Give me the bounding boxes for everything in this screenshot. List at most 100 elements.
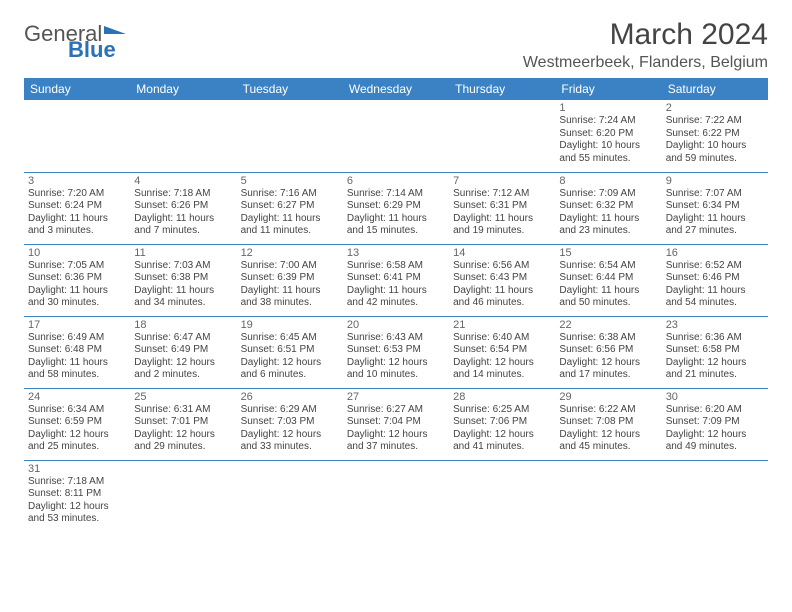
- weekday-header: Friday: [555, 78, 661, 100]
- sunset-text: Sunset: 6:39 PM: [241, 272, 339, 285]
- daylight-text: Daylight: 11 hours: [559, 285, 657, 298]
- calendar-day-cell: 9Sunrise: 7:07 AMSunset: 6:34 PMDaylight…: [662, 172, 768, 244]
- daylight-text: and 37 minutes.: [347, 441, 445, 454]
- daylight-text: Daylight: 12 hours: [28, 429, 126, 442]
- calendar-empty-cell: [24, 100, 130, 172]
- sunrise-text: Sunrise: 6:27 AM: [347, 404, 445, 417]
- daylight-text: Daylight: 12 hours: [453, 429, 551, 442]
- sunrise-text: Sunrise: 6:56 AM: [453, 260, 551, 273]
- sunset-text: Sunset: 6:36 PM: [28, 272, 126, 285]
- sunset-text: Sunset: 6:24 PM: [28, 200, 126, 213]
- daylight-text: Daylight: 12 hours: [28, 501, 126, 514]
- sunset-text: Sunset: 6:59 PM: [28, 416, 126, 429]
- daylight-text: and 49 minutes.: [666, 441, 764, 454]
- sunrise-text: Sunrise: 6:49 AM: [28, 332, 126, 345]
- daylight-text: Daylight: 12 hours: [134, 429, 232, 442]
- calendar-week-row: 3Sunrise: 7:20 AMSunset: 6:24 PMDaylight…: [24, 172, 768, 244]
- calendar-empty-cell: [237, 100, 343, 172]
- sunrise-text: Sunrise: 7:09 AM: [559, 188, 657, 201]
- sunset-text: Sunset: 6:53 PM: [347, 344, 445, 357]
- sunset-text: Sunset: 6:43 PM: [453, 272, 551, 285]
- sunset-text: Sunset: 6:49 PM: [134, 344, 232, 357]
- daylight-text: Daylight: 12 hours: [347, 429, 445, 442]
- daylight-text: Daylight: 12 hours: [666, 429, 764, 442]
- daylight-text: and 3 minutes.: [28, 225, 126, 238]
- title-block: March 2024 Westmeerbeek, Flanders, Belgi…: [523, 18, 768, 72]
- calendar-day-cell: 12Sunrise: 7:00 AMSunset: 6:39 PMDayligh…: [237, 244, 343, 316]
- calendar-day-cell: 31Sunrise: 7:18 AMSunset: 8:11 PMDayligh…: [24, 460, 130, 532]
- day-number: 8: [559, 175, 657, 187]
- daylight-text: and 33 minutes.: [241, 441, 339, 454]
- sunrise-text: Sunrise: 7:18 AM: [134, 188, 232, 201]
- weekday-row: SundayMondayTuesdayWednesdayThursdayFrid…: [24, 78, 768, 100]
- sunset-text: Sunset: 6:20 PM: [559, 128, 657, 141]
- sunrise-text: Sunrise: 6:40 AM: [453, 332, 551, 345]
- logo-line2: Blue: [68, 40, 126, 60]
- calendar-day-cell: 27Sunrise: 6:27 AMSunset: 7:04 PMDayligh…: [343, 388, 449, 460]
- sunrise-text: Sunrise: 6:36 AM: [666, 332, 764, 345]
- calendar-day-cell: 26Sunrise: 6:29 AMSunset: 7:03 PMDayligh…: [237, 388, 343, 460]
- day-number: 21: [453, 319, 551, 331]
- daylight-text: Daylight: 11 hours: [241, 213, 339, 226]
- calendar-empty-cell: [343, 100, 449, 172]
- calendar-body: 1Sunrise: 7:24 AMSunset: 6:20 PM Daylight…: [24, 100, 768, 532]
- day-number: 25: [134, 391, 232, 403]
- sunset-text: Sunset: 6:48 PM: [28, 344, 126, 357]
- weekday-header: Thursday: [449, 78, 555, 100]
- calendar-week-row: 17Sunrise: 6:49 AMSunset: 6:48 PM Dayligh…: [24, 316, 768, 388]
- sunrise-text: Sunrise: 7:16 AM: [241, 188, 339, 201]
- sunset-text: Sunset: 6:38 PM: [134, 272, 232, 285]
- day-number: 31: [28, 463, 126, 475]
- day-number: 22: [559, 319, 657, 331]
- daylight-text: Daylight: 11 hours: [666, 285, 764, 298]
- calendar-day-cell: 13Sunrise: 6:58 AMSunset: 6:41 PMDayligh…: [343, 244, 449, 316]
- daylight-text: Daylight: 11 hours: [241, 285, 339, 298]
- day-number: 24: [28, 391, 126, 403]
- daylight-text: and 6 minutes.: [241, 369, 339, 382]
- daylight-text: Daylight: 11 hours: [347, 285, 445, 298]
- daylight-text: and 21 minutes.: [666, 369, 764, 382]
- sunrise-text: Sunrise: 6:29 AM: [241, 404, 339, 417]
- sunset-text: Sunset: 6:22 PM: [666, 128, 764, 141]
- calendar-day-cell: 14Sunrise: 6:56 AMSunset: 6:43 PMDayligh…: [449, 244, 555, 316]
- sunset-text: Sunset: 7:01 PM: [134, 416, 232, 429]
- calendar-day-cell: 18Sunrise: 6:47 AMSunset: 6:49 PMDayligh…: [130, 316, 236, 388]
- sunset-text: Sunset: 6:51 PM: [241, 344, 339, 357]
- logo-text: General Blue: [24, 24, 126, 60]
- sunrise-text: Sunrise: 7:24 AM: [559, 115, 657, 128]
- calendar-day-cell: 8Sunrise: 7:09 AMSunset: 6:32 PMDaylight…: [555, 172, 661, 244]
- daylight-text: Daylight: 11 hours: [28, 213, 126, 226]
- day-number: 18: [134, 319, 232, 331]
- month-title: March 2024: [523, 18, 768, 52]
- sunrise-text: Sunrise: 7:12 AM: [453, 188, 551, 201]
- day-number: 16: [666, 247, 764, 259]
- calendar-week-row: 24Sunrise: 6:34 AMSunset: 6:59 PMDayligh…: [24, 388, 768, 460]
- calendar-day-cell: 15Sunrise: 6:54 AMSunset: 6:44 PMDayligh…: [555, 244, 661, 316]
- day-number: 26: [241, 391, 339, 403]
- daylight-text: Daylight: 12 hours: [134, 357, 232, 370]
- day-number: 17: [28, 319, 126, 331]
- daylight-text: and 46 minutes.: [453, 297, 551, 310]
- daylight-text: and 10 minutes.: [347, 369, 445, 382]
- calendar-day-cell: 29Sunrise: 6:22 AMSunset: 7:08 PMDayligh…: [555, 388, 661, 460]
- sunset-text: Sunset: 6:26 PM: [134, 200, 232, 213]
- sunset-text: Sunset: 6:56 PM: [559, 344, 657, 357]
- day-number: 3: [28, 175, 126, 187]
- day-number: 1: [559, 102, 657, 114]
- calendar-table: SundayMondayTuesdayWednesdayThursdayFrid…: [24, 78, 768, 532]
- calendar-week-row: 1Sunrise: 7:24 AMSunset: 6:20 PMDaylight…: [24, 100, 768, 172]
- daylight-text: and 54 minutes.: [666, 297, 764, 310]
- daylight-text: and 19 minutes.: [453, 225, 551, 238]
- calendar-empty-cell: [237, 460, 343, 532]
- day-number: 28: [453, 391, 551, 403]
- daylight-text: and 7 minutes.: [134, 225, 232, 238]
- daylight-text: Daylight: 11 hours: [347, 213, 445, 226]
- calendar-week-row: 31Sunrise: 7:18 AMSunset: 8:11 PMDayligh…: [24, 460, 768, 532]
- day-number: 13: [347, 247, 445, 259]
- daylight-text: Daylight: 12 hours: [241, 429, 339, 442]
- calendar-empty-cell: [343, 460, 449, 532]
- daylight-text: and 2 minutes.: [134, 369, 232, 382]
- day-number: 7: [453, 175, 551, 187]
- daylight-text: and 53 minutes.: [28, 513, 126, 526]
- sunrise-text: Sunrise: 6:20 AM: [666, 404, 764, 417]
